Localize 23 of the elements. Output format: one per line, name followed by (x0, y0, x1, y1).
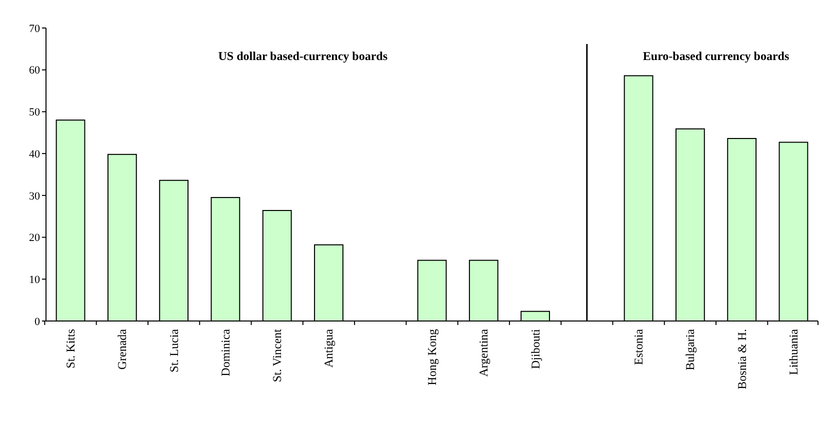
x-tick-label: St. Lucia (166, 328, 181, 372)
x-tick-label: Argentina (476, 328, 491, 377)
x-tick-label: St. Kitts (64, 328, 78, 368)
x-tick-label: Lithuania (786, 328, 800, 375)
x-tick-label: Estonia (632, 328, 646, 365)
y-tick-label: 20 (29, 232, 40, 244)
y-tick-label: 60 (29, 64, 40, 77)
y-tick-label: 70 (29, 22, 40, 35)
x-tick-label: Bulgaria (683, 328, 698, 370)
y-tick-label: 40 (29, 148, 40, 160)
x-tick-label: Grenada (115, 328, 130, 370)
x-tick-label: Hong Kong (425, 329, 439, 386)
y-tick-label: 0 (34, 316, 40, 328)
x-tick-label: St. Vincent (270, 328, 284, 382)
annotation: US dollar based-currency boards (218, 49, 388, 63)
y-tick-label: 30 (29, 190, 40, 202)
x-tick-label: Bosnia & H. (734, 329, 749, 390)
y-tick-label: 50 (29, 106, 40, 119)
x-tick-label: Dominica (218, 328, 232, 376)
x-tick-label: Djibouti (528, 328, 542, 370)
x-tick-label: Antigua (322, 328, 336, 368)
annotation: Euro-based currency boards (642, 49, 790, 63)
y-tick-label: 10 (29, 274, 40, 286)
